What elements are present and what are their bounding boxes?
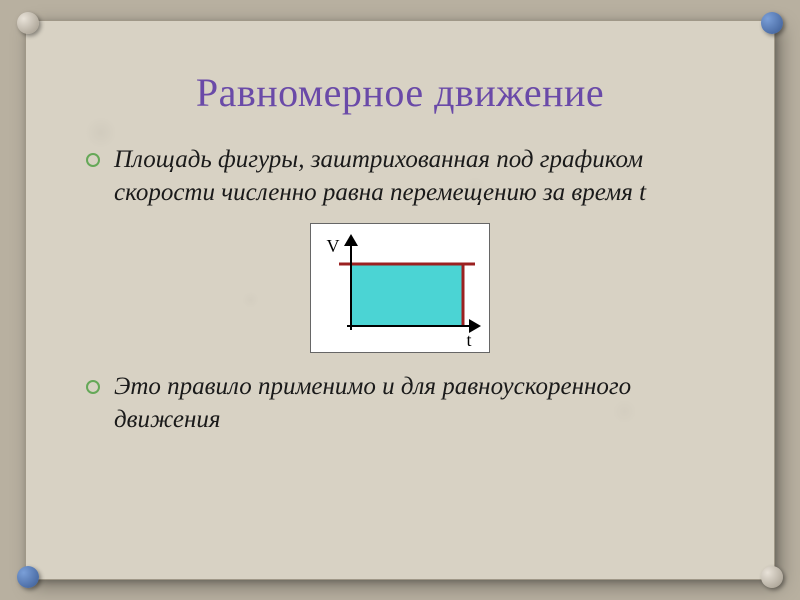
velocity-time-chart: Vt: [310, 223, 490, 353]
bullet-text: Площадь фигуры, заштрихованная под графи…: [114, 144, 714, 209]
chart-svg: Vt: [311, 224, 491, 354]
bullet-item: Это правило применимо и для равноускорен…: [86, 371, 714, 436]
bullet-marker-icon: [86, 153, 100, 167]
pin-top-left-icon: [17, 12, 39, 34]
bullet-text: Это правило применимо и для равноускорен…: [114, 371, 714, 436]
pin-top-right-icon: [761, 12, 783, 34]
slide-card: Равномерное движение Площадь фигуры, заш…: [25, 20, 775, 580]
bullet-item: Площадь фигуры, заштрихованная под графи…: [86, 144, 714, 209]
svg-text:t: t: [466, 330, 471, 350]
pin-bottom-right-icon: [761, 566, 783, 588]
bullet-marker-icon: [86, 380, 100, 394]
pin-bottom-left-icon: [17, 566, 39, 588]
slide-title: Равномерное движение: [86, 69, 714, 116]
svg-text:V: V: [327, 236, 340, 256]
chart-container: Vt: [86, 223, 714, 353]
slide-wrapper: Равномерное движение Площадь фигуры, заш…: [25, 20, 775, 580]
